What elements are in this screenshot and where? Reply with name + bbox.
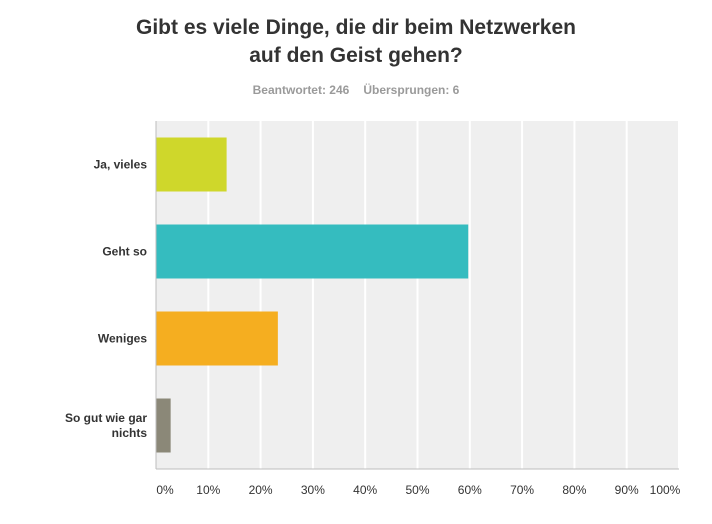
x-tick-label: 10%: [196, 483, 220, 497]
bar: [156, 398, 171, 453]
x-tick-label: 30%: [301, 483, 325, 497]
chart-title-line-2: auf den Geist gehen?: [249, 44, 463, 67]
x-tick-label: 100%: [650, 483, 681, 497]
x-tick-label: 70%: [510, 483, 534, 497]
chart-title-line-1: Gibt es viele Dinge, die dir beim Netzwe…: [136, 16, 576, 39]
response-summary: Beantwortet: 246 Übersprungen: 6: [0, 83, 712, 97]
bar: [156, 224, 469, 279]
x-tick-label: 40%: [353, 483, 377, 497]
category-label: Ja, vieles: [94, 158, 148, 172]
bar: [156, 137, 227, 192]
bar: [156, 311, 278, 366]
skipped-count: Übersprungen: 6: [363, 83, 460, 97]
category-label: Weniges: [98, 332, 147, 346]
chart-title: Gibt es viele Dinge, die dir beim Netzwe…: [0, 14, 712, 70]
x-tick-label: 50%: [405, 483, 429, 497]
x-tick-label: 20%: [249, 483, 273, 497]
category-label: Geht so: [102, 245, 147, 259]
x-tick-label: 80%: [562, 483, 586, 497]
x-tick-label: 60%: [458, 483, 482, 497]
answered-count: Beantwortet: 246: [252, 83, 350, 97]
x-tick-label: 90%: [615, 483, 639, 497]
category-label: nichts: [112, 426, 148, 440]
x-tick-label: 0%: [156, 483, 174, 497]
category-label: So gut wie gar: [65, 411, 147, 425]
